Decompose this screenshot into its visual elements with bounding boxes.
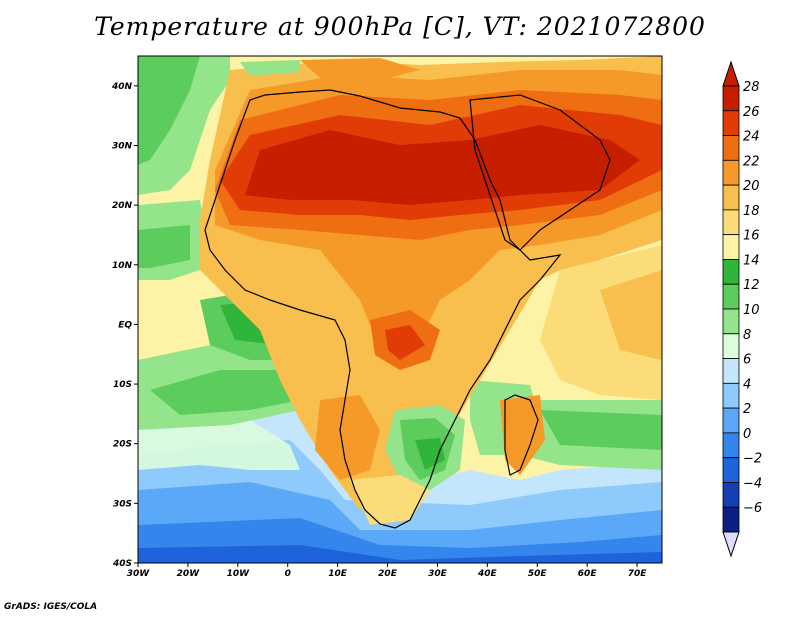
lon-tick-label: 30E [428,569,448,579]
colorbar-swatch [722,85,740,112]
colorbar-swatch [722,308,740,335]
colorbar-label: 14 [743,253,760,268]
lon-tick-label: 30W [127,569,151,579]
colorbar-label: −6 [743,501,762,516]
credit-label: GrADS: IGES/COLA [4,602,98,612]
lon-tick-label: 20W [177,569,201,579]
colorbar-swatch [722,234,740,260]
colorbar-label: 26 [743,105,760,120]
colorbar-swatch [722,407,740,434]
colorbar-label: −4 [743,476,762,491]
colorbar-label: 0 [743,427,751,442]
colorbar-label: 20 [743,179,760,194]
lon-tick-label: 20E [378,569,398,579]
lat-tick-label: 30S [113,499,132,509]
colorbar-label: 24 [743,130,760,145]
colorbar-swatch [722,457,740,483]
colorbar-swatch [722,209,740,236]
colorbar-label: 18 [743,204,760,219]
lon-tick-label: 0 [285,569,291,579]
lon-tick-label: 10W [227,569,251,579]
colorbar-label: −2 [743,452,762,467]
lat-tick-label: 20N [112,201,133,211]
colorbar-swatch [722,110,740,136]
lon-tick-label: 60E [578,569,598,579]
colorbar-over-triangle [722,60,740,87]
colorbar-swatch [722,506,740,533]
plot-frame [137,55,663,564]
colorbar-swatch [722,259,740,285]
lon-tick-label: 70E [628,569,648,579]
colorbar-label: 8 [743,328,751,343]
colorbar-swatch [722,382,740,409]
colorbar-label: 12 [743,278,760,293]
lat-tick-label: EQ [118,320,132,330]
colorbar-label: 6 [743,353,751,368]
colorbar-label: 10 [743,303,760,318]
colorbar-label: 16 [743,229,760,244]
coastlines [204,89,611,529]
colorbar-swatch [722,184,740,211]
map-title: Temperature at 900hPa [C], VT: 202107280… [94,12,706,41]
lat-tick-label: 30N [112,141,133,151]
lat-tick-label: 20S [113,440,132,450]
colorbar-under-triangle [722,531,740,558]
colorbar-swatch [722,482,740,508]
colorbar-swatch [722,135,740,161]
temperature-field [138,56,662,563]
colorbar-label: 28 [743,80,760,95]
colorbar-label: 22 [743,154,760,169]
colorbar-label: 2 [743,402,751,417]
colorbar-swatch [722,432,740,459]
lat-tick-label: 10N [112,261,133,271]
colorbar-swatch [722,159,740,186]
lat-tick-label: 40N [111,82,133,92]
colorbar-label: 4 [743,377,751,392]
colorbar-swatch [722,333,740,359]
lon-tick-label: 50E [528,569,548,579]
lat-tick-label: 40S [112,559,132,569]
lon-tick-label: 10E [328,569,348,579]
colorbar-swatch [722,358,740,384]
lat-tick-label: 10S [113,380,132,390]
lon-tick-label: 40E [477,569,498,579]
colorbar-swatch [722,283,740,310]
